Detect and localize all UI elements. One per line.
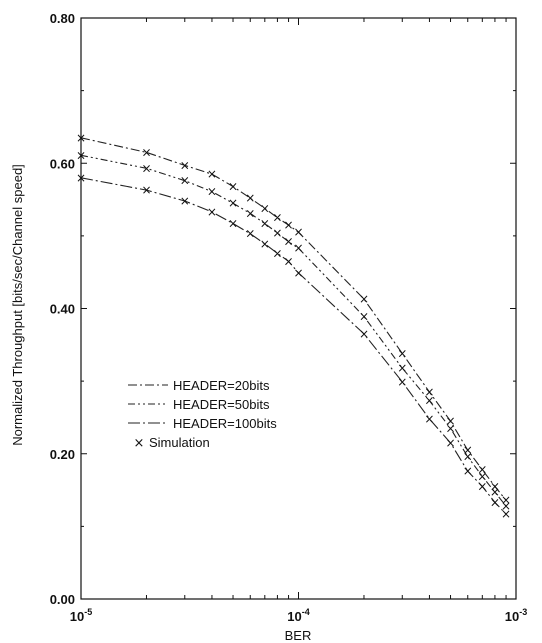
simulation-point: ×	[424, 385, 434, 399]
simulation-point: ×	[284, 218, 294, 232]
simulation-point: ×	[477, 463, 487, 477]
legend-label-3: HEADER=100bits	[173, 416, 277, 431]
simulation-point: ×	[180, 174, 190, 188]
legend-marker-simulation: ×	[134, 436, 145, 451]
simulation-point: ×	[228, 196, 238, 210]
simulation-point: ×	[477, 479, 487, 493]
simulation-point: ×	[180, 194, 190, 208]
y-axis-ticks: 0.00 0.20 0.40 0.60 0.80	[50, 11, 516, 607]
simulation-point: ×	[260, 201, 270, 215]
y-tick-label: 0.80	[50, 11, 75, 26]
y-tick-label: 0.60	[50, 156, 75, 171]
simulation-point: ×	[245, 206, 255, 220]
simulation-point: ×	[207, 185, 217, 199]
simulation-point: ×	[260, 217, 270, 231]
y-tick-label: 0.20	[50, 447, 75, 462]
legend: HEADER=20bits HEADER=50bits HEADER=100bits…	[128, 378, 277, 451]
x-tick-label: 10-3	[505, 607, 527, 624]
simulation-point: ×	[490, 479, 500, 493]
simulation-point: ×	[490, 485, 500, 499]
simulation-point: ×	[228, 217, 238, 231]
x-axis-label: BER	[285, 628, 312, 643]
simulation-point: ×	[141, 145, 151, 159]
simulation-point: ×	[228, 179, 238, 193]
simulation-point: ×	[141, 161, 151, 175]
plot-frame	[80, 17, 517, 600]
legend-label-1: HEADER=20bits	[173, 378, 270, 393]
x-axis-ticks: 10-5 10-4 10-3	[70, 18, 527, 624]
simulation-point: ×	[490, 495, 500, 509]
y-axis-label: Normalized Throughput [bits/sec/Channel …	[10, 164, 25, 446]
series-line-2	[80, 154, 507, 507]
simulation-point: ×	[284, 254, 294, 268]
simulation-point: ×	[272, 226, 282, 240]
simulation-point: ×	[180, 158, 190, 172]
simulation-point: ×	[463, 464, 473, 478]
simulation-point: ×	[293, 266, 303, 280]
simulation-point: ×	[293, 225, 303, 239]
simulation-point: ×	[397, 361, 407, 375]
simulation-point: ×	[445, 436, 455, 450]
simulation-point: ×	[445, 421, 455, 435]
simulation-point: ×	[477, 469, 487, 483]
simulation-point: ×	[501, 493, 511, 507]
legend-label-simulation: Simulation	[149, 435, 210, 450]
series-lines	[80, 137, 507, 515]
series-line-3	[80, 177, 507, 515]
simulation-point: ×	[284, 235, 294, 249]
simulation-point: ×	[207, 205, 217, 219]
simulation-point: ×	[501, 499, 511, 513]
y-tick-label: 0.00	[50, 592, 75, 607]
simulation-point: ×	[397, 375, 407, 389]
simulation-point: ×	[245, 227, 255, 241]
y-tick-label: 0.40	[50, 302, 75, 317]
simulation-point: ×	[76, 171, 86, 185]
simulation-point: ×	[359, 309, 369, 323]
simulation-point: ×	[397, 347, 407, 361]
legend-label-2: HEADER=50bits	[173, 397, 270, 412]
simulation-point: ×	[272, 246, 282, 260]
simulation-point: ×	[463, 450, 473, 464]
simulation-point: ×	[424, 394, 434, 408]
simulation-point: ×	[207, 167, 217, 181]
simulation-point: ×	[359, 327, 369, 341]
x-tick-label: 10-4	[287, 607, 309, 624]
simulation-point: ×	[359, 292, 369, 306]
simulation-markers: ××××××××××××××××××××××××××× ×××××××××××××…	[76, 131, 511, 521]
simulation-point: ×	[76, 148, 86, 162]
simulation-point: ×	[272, 211, 282, 225]
series-line-1	[80, 137, 507, 501]
simulation-point: ×	[245, 191, 255, 205]
simulation-point: ×	[424, 412, 434, 426]
simulation-point: ×	[141, 183, 151, 197]
simulation-point: ×	[293, 241, 303, 255]
simulation-point: ×	[463, 443, 473, 457]
simulation-point: ×	[76, 131, 86, 145]
simulation-point: ×	[260, 237, 270, 251]
simulation-point: ×	[501, 507, 511, 521]
simulation-point: ×	[445, 414, 455, 428]
x-tick-label: 10-5	[70, 607, 92, 624]
